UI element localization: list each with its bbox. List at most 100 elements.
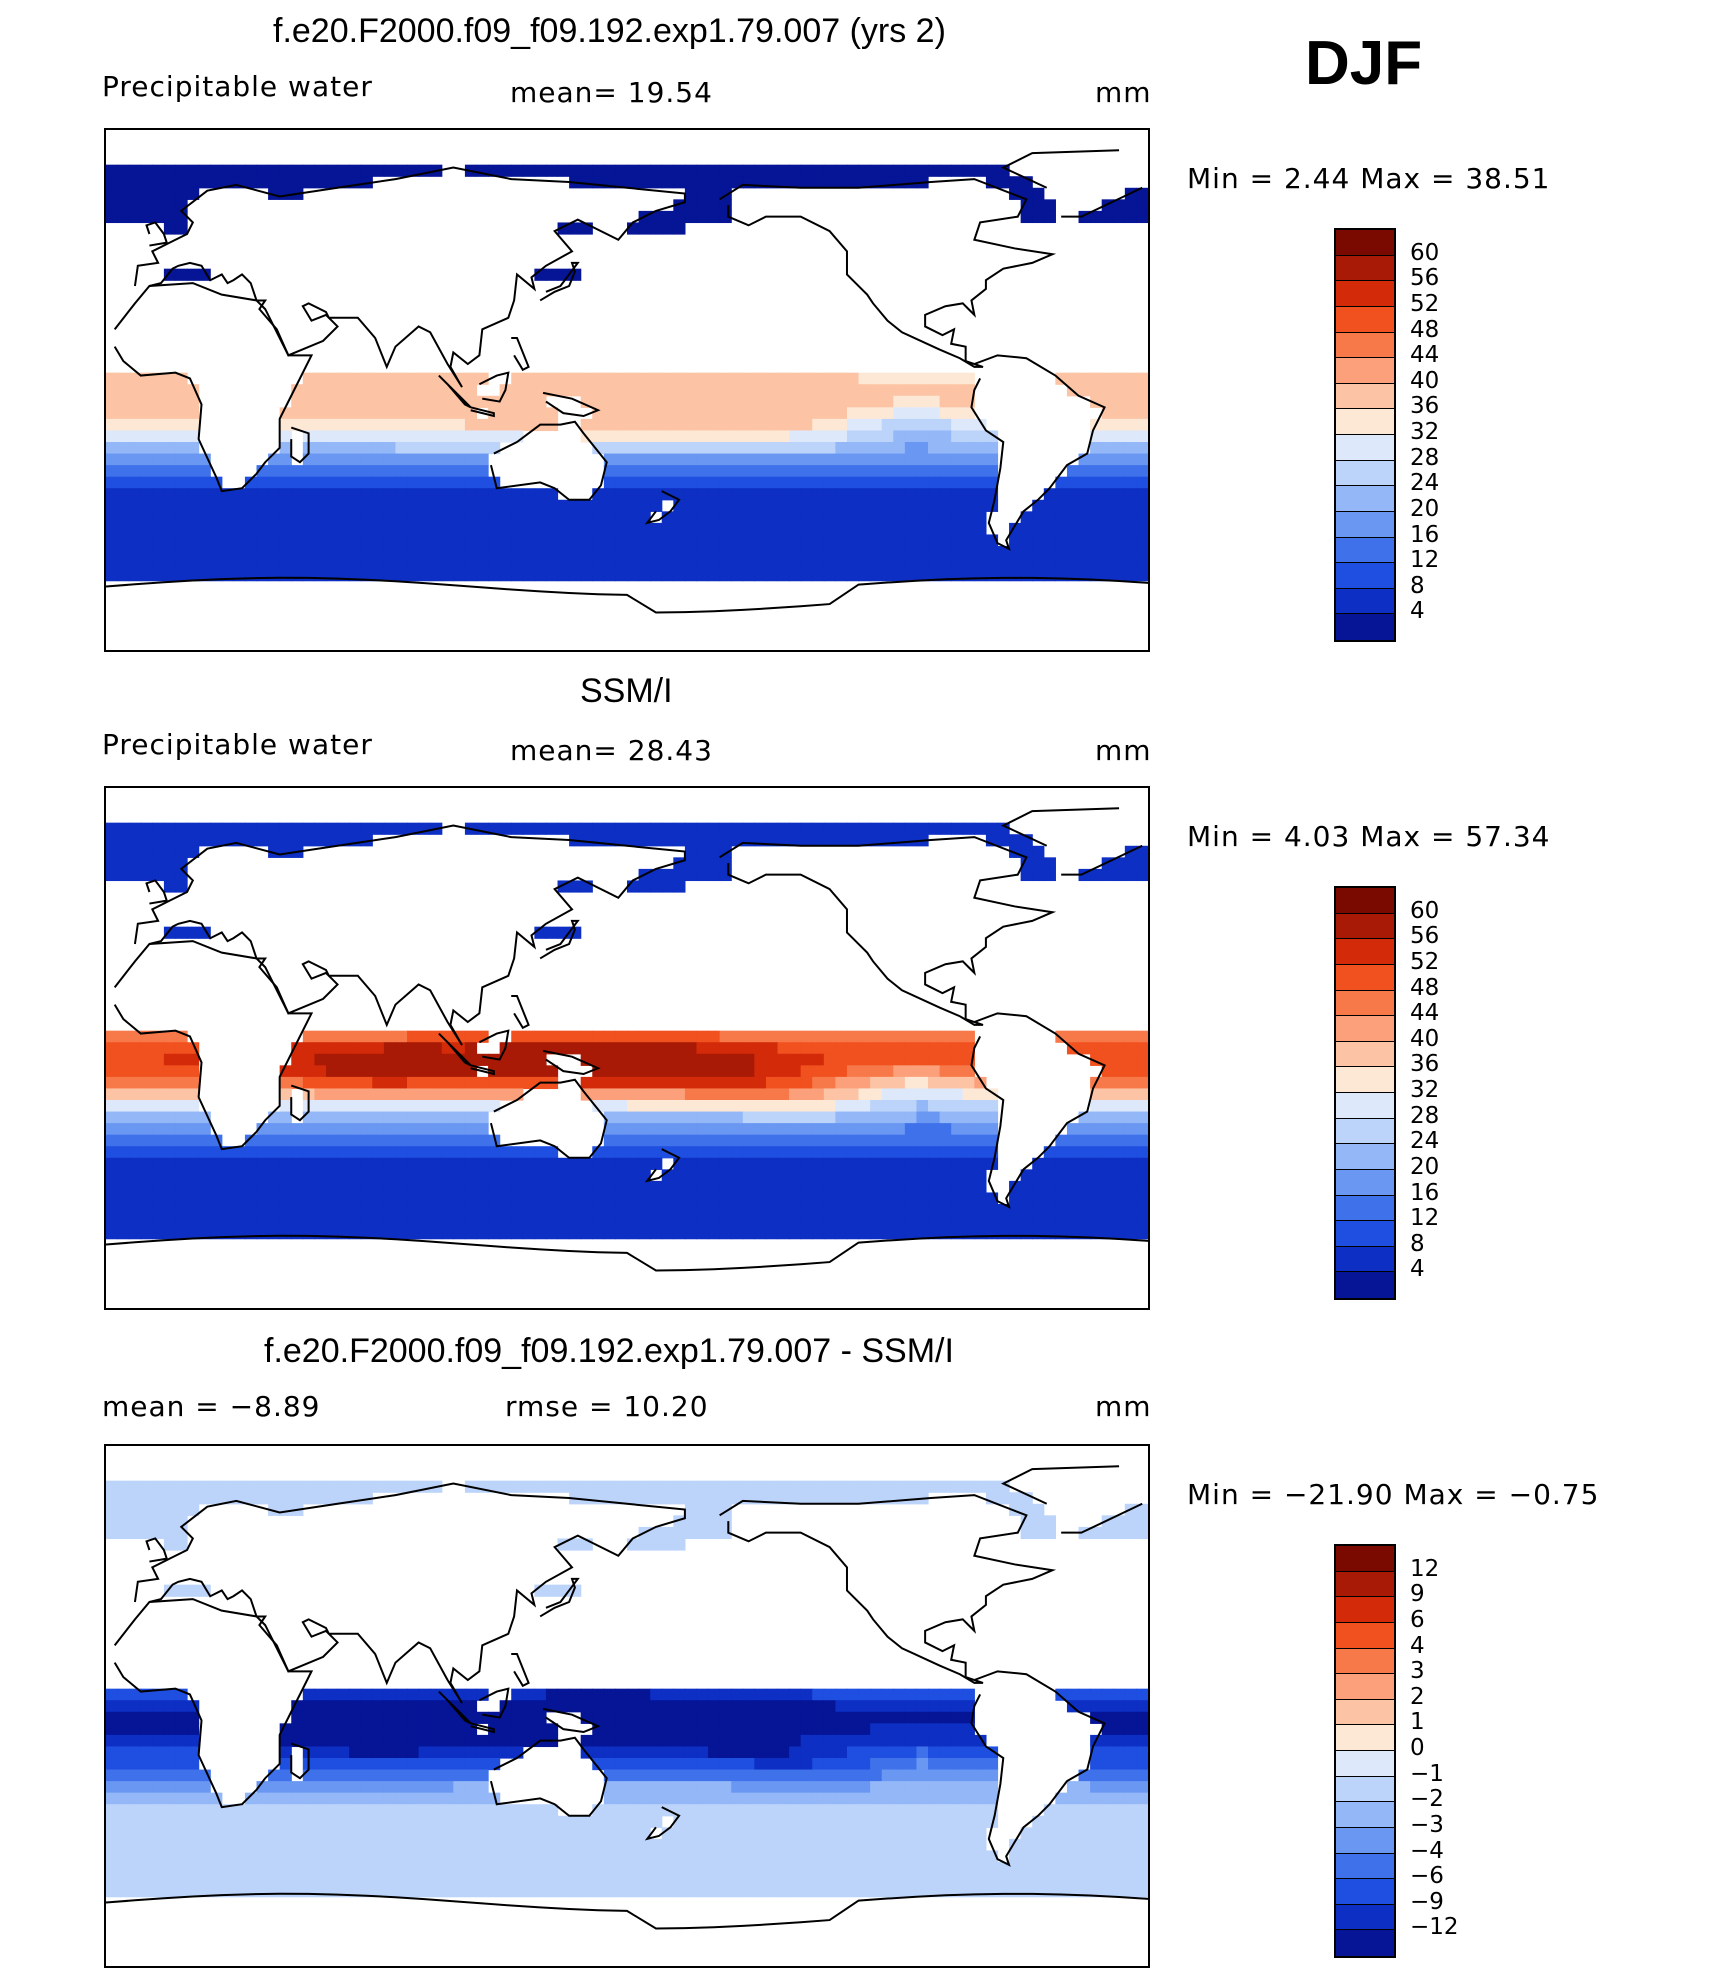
field-cell [279,1873,292,1886]
field-cell [731,1700,744,1713]
field-cell [129,1838,142,1852]
field-cell [939,1792,952,1805]
field-cell [1101,1180,1114,1194]
field-cell [939,1146,952,1159]
field-cell [256,176,269,189]
field-cell [407,1827,420,1840]
field-cell [638,1076,651,1090]
field-cell [708,1515,721,1528]
field-cell [1124,1746,1138,1759]
field-cell [870,488,883,501]
field-cell [1113,868,1126,882]
field-cell [545,1169,559,1182]
field-cell [916,1134,929,1147]
field-cell [708,1850,721,1863]
field-cell [684,1100,698,1113]
field-cell [383,1215,397,1228]
field-cell [1078,1146,1091,1159]
field-cell [522,1480,535,1493]
field-cell [731,442,744,455]
field-cell [372,1758,385,1771]
field-cell [789,1688,802,1701]
field-cell [881,1688,894,1701]
field-cell [279,1815,292,1828]
field-cell [129,1862,142,1875]
field-cell [360,1157,373,1170]
field-cell [106,430,119,443]
field-cell [650,1838,663,1852]
field-cell [117,1723,130,1736]
field-cell [1101,1157,1114,1170]
field-cell [974,1480,987,1493]
field-cell [881,1042,894,1055]
field-cell [673,1688,686,1701]
field-cell [534,1688,547,1701]
field-cell [835,1885,848,1898]
field-cell [777,1769,790,1782]
field-cell [696,1781,709,1794]
field-cell [673,1030,686,1043]
field-cell [627,384,640,397]
field-cell [858,1053,871,1066]
field-cell [951,384,964,397]
field-cell [580,1157,593,1170]
field-cell [812,1758,825,1771]
field-cell [325,1815,339,1828]
field-cell [325,465,339,478]
field-cell [684,199,698,212]
field-cell [661,1088,674,1101]
field-cell [117,395,130,408]
field-cell [395,1804,408,1817]
field-cell [291,1492,304,1505]
field-cell [1020,546,1033,559]
field-cell [928,1157,941,1170]
field-cell [719,1169,732,1182]
field-cell [928,1042,941,1055]
field-cell [1055,1215,1068,1228]
field-cell [117,418,130,432]
field-cell [557,1873,570,1886]
field-cell [742,1769,755,1782]
field-cell [650,1042,663,1055]
field-cell [140,1723,153,1736]
field-cell [684,1804,698,1817]
field-cell [708,1700,721,1713]
field-cell [881,164,894,177]
field-cell [325,1758,339,1771]
field-cell [163,1076,177,1090]
field-cell [221,557,234,570]
field-cell [962,476,975,489]
field-cell [569,164,582,177]
field-cell [198,1838,211,1852]
field-cell [823,1746,836,1759]
field-cell [661,453,674,466]
field-cell [638,1065,651,1078]
field-cell [163,1204,177,1217]
field-cell [893,407,906,420]
field-cell [163,1862,177,1875]
field-cell [696,1792,709,1805]
field-cell [522,534,535,547]
field-cell [962,164,975,177]
field-cell [928,1711,941,1724]
field-cell [407,1169,420,1182]
field-cell [106,1873,119,1886]
field-cell [684,1526,698,1540]
field-cell [372,384,385,397]
field-cell [1124,395,1138,408]
field-cell [951,1862,964,1875]
field-cell [789,511,802,524]
field-cell [117,210,130,224]
field-cell [731,407,744,420]
field-cell [650,476,663,489]
field-cell [765,1192,779,1205]
field-cell [870,1192,883,1205]
field-cell [916,1192,929,1205]
field-cell [684,1815,698,1828]
field-cell [765,522,779,536]
field-cell [592,546,605,559]
field-cell [325,1804,339,1817]
field-cell [661,465,674,478]
field-cell [1136,1515,1148,1528]
field-cell [962,546,975,559]
